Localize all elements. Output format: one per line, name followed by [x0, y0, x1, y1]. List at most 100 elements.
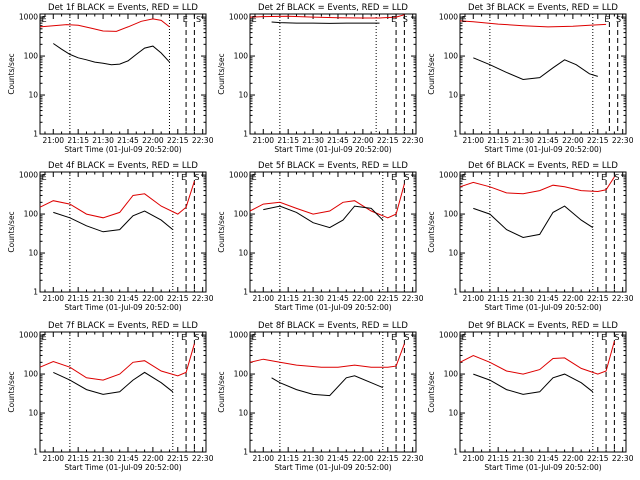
event-marker-label: S	[616, 15, 621, 24]
x-tick-label: 21:30	[302, 294, 324, 303]
plot-frame	[39, 171, 207, 293]
y-tick-label: 1000	[19, 13, 38, 22]
y-tick-label: 100	[24, 210, 39, 219]
y-tick-label: 10	[238, 91, 248, 100]
event-marker-label: E	[391, 333, 396, 342]
y-tick-label: 1	[33, 130, 38, 139]
panel-title: Det 7f BLACK = Events, RED = LLD	[48, 321, 198, 331]
x-tick-label: 21:00	[252, 136, 274, 145]
x-axis-label: Start Time (01-Jul-09 20:52:00)	[64, 145, 181, 154]
lld-series-line	[459, 176, 615, 195]
events-series-line	[53, 371, 174, 395]
x-tick-label: 21:00	[42, 294, 64, 303]
y-tick-label: 10	[238, 249, 248, 258]
events-series-line	[53, 43, 170, 66]
y-tick-label: 1000	[439, 331, 458, 340]
event-marker-label: S	[403, 15, 408, 24]
x-tick-label: 22:15	[587, 454, 609, 463]
x-tick-label: 22:15	[377, 454, 399, 463]
plot-frame	[249, 13, 417, 135]
panel-title: Det 6f BLACK = Events, RED = LLD	[468, 161, 618, 171]
x-tick-label: 21:15	[277, 454, 299, 463]
x-tick-label: 21:30	[512, 136, 534, 145]
x-tick-label: 21:45	[327, 294, 349, 303]
event-marker-label: E	[42, 15, 47, 24]
x-tick-label: 21:30	[302, 136, 324, 145]
event-marker-label: S	[404, 333, 409, 342]
event-marker-label: E	[601, 173, 606, 182]
y-tick-label: 100	[234, 210, 249, 219]
event-marker-label: S	[194, 173, 199, 182]
y-tick-label: 1000	[229, 13, 248, 22]
y-tick-label: 1	[243, 448, 248, 457]
x-tick-label: 21:30	[92, 294, 114, 303]
x-tick-label: 22:15	[167, 294, 189, 303]
event-marker-label: E	[42, 333, 47, 342]
x-tick-label: 22:30	[612, 454, 634, 463]
x-tick-label: 21:00	[42, 454, 64, 463]
y-tick-label: 1	[453, 448, 458, 457]
y-tick-label: 100	[24, 370, 39, 379]
y-tick-label: 10	[28, 249, 38, 258]
y-tick-label: 1000	[19, 171, 38, 180]
event-marker-label: S	[614, 173, 619, 182]
x-tick-label: 22:00	[352, 294, 374, 303]
lld-series-line	[459, 20, 607, 28]
lld-series-line	[249, 14, 405, 19]
x-axis-label: Start Time (01-Jul-09 20:52:00)	[484, 303, 601, 312]
panel-title: Det 5f BLACK = Events, RED = LLD	[258, 161, 408, 171]
plot-frame	[249, 171, 417, 293]
y-tick-label: 1	[33, 448, 38, 457]
x-tick-label: 22:30	[192, 294, 214, 303]
panel-title: Det 4f BLACK = Events, RED = LLD	[48, 161, 198, 171]
y-tick-label: 1	[33, 288, 38, 297]
x-tick-label: 22:30	[402, 454, 424, 463]
event-marker-label: E	[252, 333, 257, 342]
x-tick-label: 21:30	[512, 294, 534, 303]
x-tick-label: 21:15	[277, 294, 299, 303]
x-tick-label: 22:30	[192, 136, 214, 145]
panel-title: Det 3f BLACK = Events, RED = LLD	[468, 3, 618, 13]
plot-frame	[249, 331, 417, 453]
events-series-line	[271, 375, 383, 397]
x-tick-label: 22:00	[142, 454, 164, 463]
x-tick-label: 21:45	[537, 136, 559, 145]
plot-frame	[459, 171, 627, 293]
event-marker-label: E	[252, 173, 257, 182]
plot-frame	[39, 331, 207, 453]
y-tick-label: 1000	[439, 171, 458, 180]
x-tick-label: 21:45	[537, 454, 559, 463]
y-tick-label: 1000	[439, 13, 458, 22]
event-marker-label: S	[196, 15, 201, 24]
panel-det-3f: Det 3f BLACK = Events, RED = LLD 1 10 100 10…	[427, 3, 634, 154]
x-tick-label: 22:15	[167, 454, 189, 463]
event-marker-label: E	[604, 15, 609, 24]
x-tick-label: 22:30	[612, 136, 634, 145]
x-tick-label: 22:15	[587, 136, 609, 145]
lld-series-line	[39, 18, 170, 32]
lld-series-line	[249, 183, 405, 219]
plot-frame	[459, 331, 627, 453]
event-marker-label: E	[391, 15, 396, 24]
y-axis-label: Counts/sec	[7, 211, 16, 252]
plot-frame	[459, 13, 627, 135]
event-marker-label: E	[181, 333, 186, 342]
y-tick-label: 10	[448, 91, 458, 100]
x-axis-label: Start Time (01-Jul-09 20:52:00)	[64, 303, 181, 312]
x-tick-label: 22:30	[612, 294, 634, 303]
y-axis-label: Counts/sec	[217, 371, 226, 412]
panel-title: Det 1f BLACK = Events, RED = LLD	[48, 3, 198, 13]
y-tick-label: 100	[444, 210, 459, 219]
x-axis-label: Start Time (01-Jul-09 20:52:00)	[274, 463, 391, 472]
y-axis-label: Counts/sec	[7, 53, 16, 94]
plot-frame	[39, 13, 207, 135]
lld-series-line	[39, 180, 195, 219]
x-tick-label: 21:30	[92, 136, 114, 145]
y-tick-label: 100	[444, 370, 459, 379]
x-tick-label: 21:00	[462, 136, 484, 145]
panel-det-6f: Det 6f BLACK = Events, RED = LLD 1 10 100 10…	[427, 161, 634, 312]
x-tick-label: 21:45	[537, 294, 559, 303]
panel-title: Det 8f BLACK = Events, RED = LLD	[258, 321, 408, 331]
events-series-line	[473, 57, 598, 81]
x-tick-label: 22:30	[402, 294, 424, 303]
